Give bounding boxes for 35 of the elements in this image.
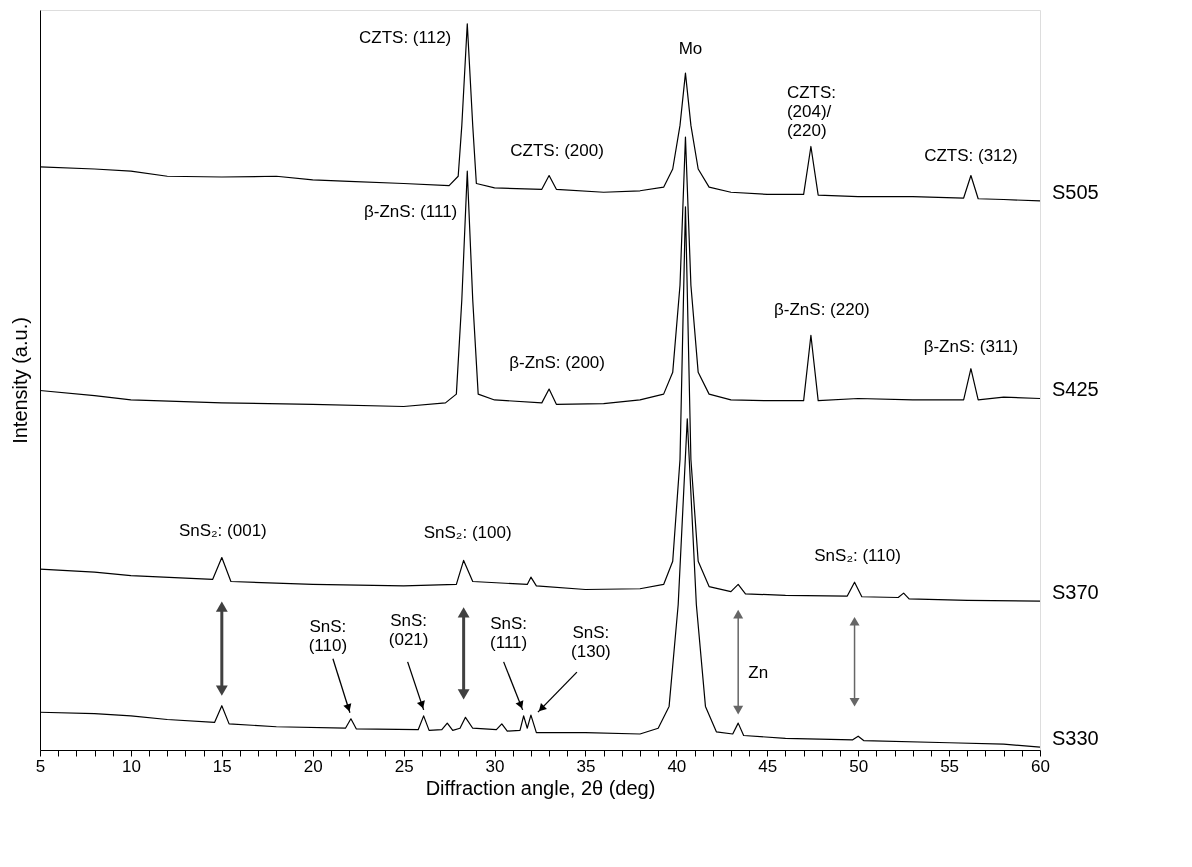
x-tick-label: 25 [394, 756, 414, 776]
annotation: CZTS: (312) [924, 145, 1018, 165]
annotation: SnS₂: (100) [423, 523, 512, 543]
x-tick-label: 10 [121, 756, 141, 776]
x-tick-label: 30 [485, 756, 505, 776]
annotation: SnS: (021) [388, 610, 429, 649]
annotation: β-ZnS: (220) [774, 300, 870, 320]
annotation: Mo [678, 39, 703, 59]
annotation: CZTS: (112) [359, 27, 452, 47]
x-tick-label: 50 [849, 756, 869, 776]
annotation: β-ZnS: (311) [923, 336, 1019, 356]
x-tick-label: 45 [758, 756, 778, 776]
annotation: SnS₂: (001) [178, 520, 267, 540]
series-label: S425 [1052, 378, 1099, 401]
x-tick-label: 5 [35, 756, 46, 776]
x-tick-label: 35 [576, 756, 596, 776]
annotation: CZTS: (204)/ (220) [786, 83, 837, 141]
annotation: Zn [748, 663, 769, 683]
annotation: β-ZnS: (111) [364, 202, 458, 222]
x-tick-label: 55 [940, 756, 960, 776]
y-axis-title: Intensity (a.u.) [8, 317, 31, 444]
annotation: SnS: (110) [308, 616, 348, 655]
series-label: S505 [1052, 180, 1099, 203]
annotation: SnS: (130) [571, 623, 611, 662]
annotation: β-ZnS: (200) [509, 353, 605, 373]
x-tick-label: 20 [303, 756, 323, 776]
annotation: CZTS: (200) [510, 140, 604, 160]
series-label: S330 [1052, 727, 1099, 750]
x-axis-title: Diffraction angle, 2θ (deg) [425, 776, 656, 799]
annotation: SnS: (111) [490, 613, 528, 652]
x-tick-label: 60 [1031, 756, 1050, 776]
x-tick-label: 15 [212, 756, 232, 776]
series-label: S370 [1052, 581, 1099, 604]
annotation: SnS₂: (110) [814, 546, 901, 566]
x-tick-label: 40 [667, 756, 687, 776]
